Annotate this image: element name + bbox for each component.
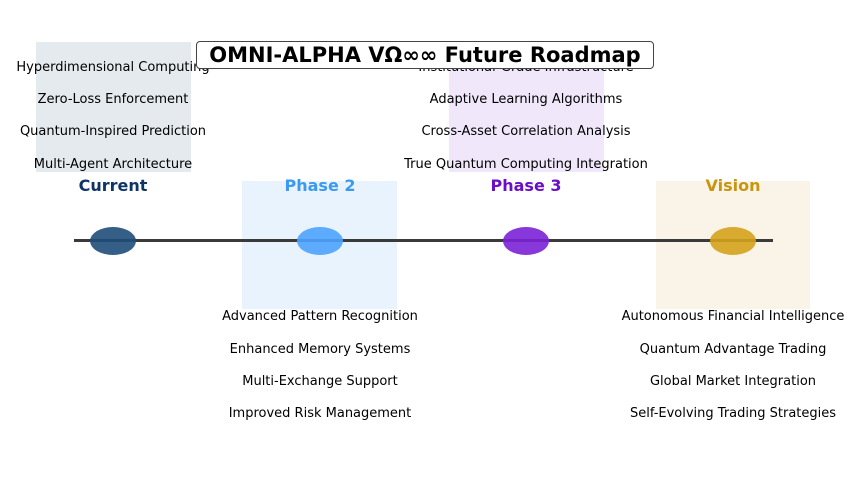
phase-item: Global Market Integration — [649, 374, 817, 389]
phase-item: Self-Evolving Trading Strategies — [629, 406, 837, 421]
phase-item: Zero-Loss Enforcement — [37, 92, 189, 107]
phase-item: True Quantum Computing Integration — [404, 157, 648, 172]
phase-node-current — [90, 227, 136, 255]
phase-item: Improved Risk Management — [228, 406, 412, 421]
phase-label-phase-3: Phase 3 — [490, 176, 562, 195]
phase-label-current: Current — [78, 176, 148, 195]
phase-item: Enhanced Memory Systems — [229, 342, 411, 357]
phase-label-vision: Vision — [705, 176, 761, 195]
phase-item: Cross-Asset Correlation Analysis — [421, 124, 631, 139]
timeline-axis — [74, 239, 773, 242]
diagram-title: OMNI-ALPHA VΩ∞∞ Future Roadmap — [196, 41, 654, 69]
phase-item: Advanced Pattern Recognition — [222, 309, 418, 324]
phase-item: Quantum-Inspired Prediction — [19, 124, 207, 139]
phase-label-phase-2: Phase 2 — [284, 176, 356, 195]
phase-item: Adaptive Learning Algorithms — [429, 92, 623, 107]
phase-item: Quantum Advantage Trading — [639, 342, 827, 357]
phase-item: Autonomous Financial Intelligence — [621, 309, 845, 324]
phase-node-phase-3 — [503, 227, 549, 255]
phase-node-vision — [710, 227, 756, 255]
phase-item: Multi-Agent Architecture — [33, 157, 193, 172]
phase-node-phase-2 — [297, 227, 343, 255]
phase-box-phase-3 — [449, 58, 604, 172]
phase-item: Hyperdimensional Computing — [16, 60, 210, 75]
phase-box-current — [36, 42, 191, 172]
phase-item: Multi-Exchange Support — [242, 374, 398, 389]
